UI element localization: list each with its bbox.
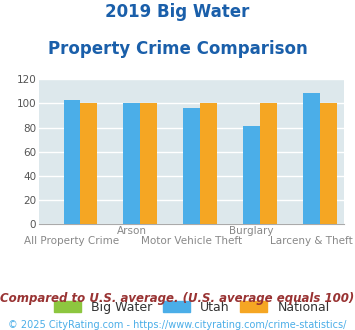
Bar	[80, 103, 97, 224]
Text: Burglary: Burglary	[229, 226, 274, 236]
Text: Compared to U.S. average. (U.S. average equals 100): Compared to U.S. average. (U.S. average …	[0, 292, 355, 305]
Text: Arson: Arson	[117, 226, 147, 236]
Text: All Property Crime: All Property Crime	[24, 236, 120, 246]
Text: 2019 Big Water: 2019 Big Water	[105, 3, 250, 21]
Bar	[183, 108, 200, 224]
Text: Larceny & Theft: Larceny & Theft	[270, 236, 353, 246]
Bar	[200, 103, 217, 224]
Bar	[320, 103, 337, 224]
Bar	[140, 103, 157, 224]
Bar	[64, 100, 80, 224]
Text: Property Crime Comparison: Property Crime Comparison	[48, 40, 307, 58]
Text: © 2025 CityRating.com - https://www.cityrating.com/crime-statistics/: © 2025 CityRating.com - https://www.city…	[8, 320, 347, 330]
Legend: Big Water, Utah, National: Big Water, Utah, National	[49, 296, 334, 319]
Bar	[124, 103, 140, 224]
Bar	[260, 103, 277, 224]
Text: Motor Vehicle Theft: Motor Vehicle Theft	[141, 236, 242, 246]
Bar	[303, 92, 320, 224]
Bar	[243, 126, 260, 224]
